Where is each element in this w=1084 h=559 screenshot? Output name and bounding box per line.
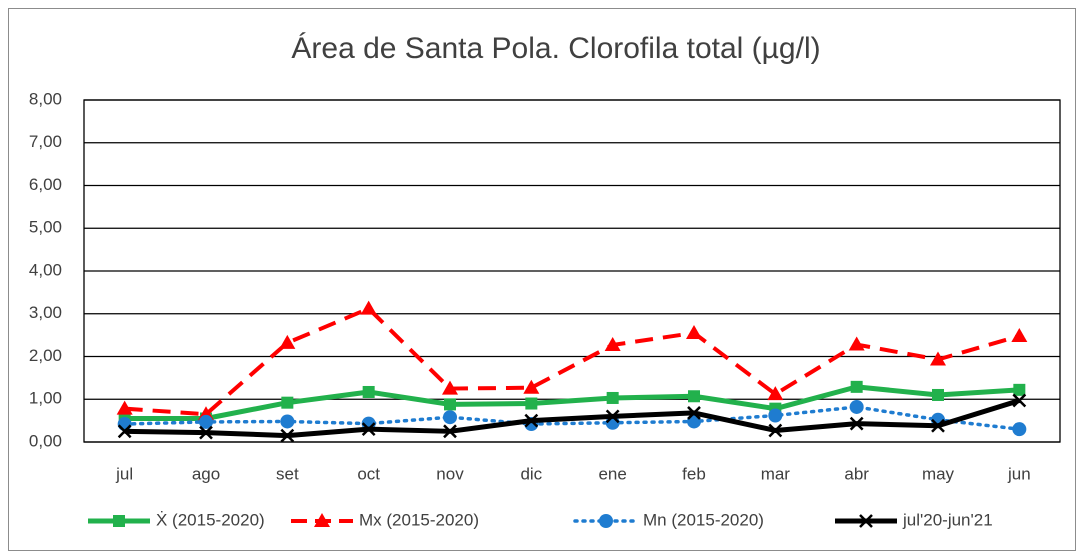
x-tick-label: abr [844,464,869,483]
data-point [849,399,864,414]
data-point [688,390,700,403]
x-tick-label: set [276,464,299,483]
data-point [768,408,783,423]
chart-title: Área de Santa Pola. Clorofila total (µg/… [291,32,820,65]
data-point [1013,383,1026,396]
data-point [687,406,701,420]
data-point [523,379,540,394]
legend-marker [314,513,330,527]
data-point [525,397,538,410]
data-point [360,300,377,315]
y-tick-label: 6,00 [29,175,62,194]
data-point [849,416,864,431]
y-tick-label: 1,00 [29,389,62,408]
series-line [124,384,1020,421]
data-point [443,424,457,439]
data-point [280,428,295,443]
data-point [362,385,375,398]
legend-label: Ẋ (2015-2020) [156,510,265,529]
legend-marker [113,515,125,527]
x-tick-label: mar [761,464,791,483]
data-point [1011,327,1028,342]
data-point [281,396,294,409]
data-point [280,414,295,429]
data-point [850,380,863,393]
x-tick-label: jun [1007,464,1031,483]
x-tick-label: ago [192,464,220,483]
plot-border [83,99,1061,443]
data-point [848,336,865,351]
data-point [686,324,702,339]
data-point [116,400,133,415]
data-point [199,414,213,429]
data-point [444,398,456,411]
y-tick-label: 5,00 [29,218,62,237]
x-tick-label: dic [520,464,542,483]
x-tick-label: oct [357,464,380,483]
y-tick-label: 0,00 [29,431,62,450]
legend-label: Mx (2015-2020) [359,510,479,529]
y-tick-label: 2,00 [29,346,62,365]
series-line [124,398,1021,439]
y-tick-label: 4,00 [29,260,62,279]
y-tick-label: 8,00 [29,89,62,108]
legend-marker [859,514,873,528]
y-tick-label: 3,00 [29,303,62,322]
data-point [767,386,784,401]
x-tick-label: feb [682,464,706,483]
series-line [124,306,1020,417]
data-point [931,418,945,433]
x-tick-label: nov [436,464,464,483]
data-point [443,410,457,425]
data-point [1012,393,1027,408]
data-point [605,409,620,424]
legend-label: Mn (2015-2020) [643,510,764,529]
data-point [442,380,458,395]
x-tick-label: may [922,464,955,483]
data-point [524,413,539,428]
data-point [1012,422,1027,437]
series-line [122,405,1022,431]
chart-border [8,8,1076,551]
legend-label: jul'20-jun'21 [902,510,993,529]
data-point [768,423,783,438]
data-point [199,425,213,440]
data-point [117,424,132,439]
data-point [279,334,296,349]
data-point [606,391,619,404]
y-tick-label: 7,00 [29,132,62,151]
legend-marker [599,514,613,528]
x-tick-label: jul [115,464,133,483]
data-point [361,422,376,437]
data-point [930,351,946,366]
data-point [604,336,621,351]
data-point [932,388,944,401]
x-tick-label: ene [598,464,626,483]
